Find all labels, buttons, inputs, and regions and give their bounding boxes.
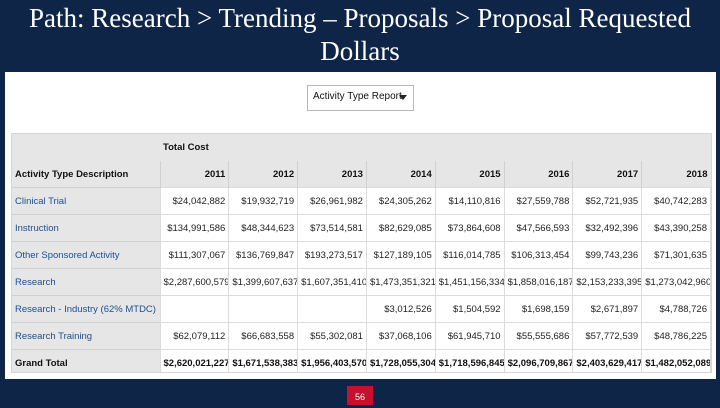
value-cell: $106,313,454: [503, 241, 574, 269]
row-label[interactable]: Other Sponsored Activity: [12, 241, 160, 269]
report-table: Total Cost Activity Type Description 201…: [11, 133, 712, 373]
value-cell: $24,042,882: [159, 187, 230, 215]
table-row: Other Sponsored Activity $111,307,067 $1…: [12, 241, 711, 269]
value-cell: $40,742,283: [641, 187, 711, 215]
value-cell: [228, 295, 299, 323]
value-cell: $24,305,262: [365, 187, 436, 215]
year-header: 2011: [159, 161, 229, 188]
value-cell: $1,698,159: [503, 295, 574, 323]
total-cell: $1,482,052,089: [641, 349, 711, 372]
value-cell: $1,504,592: [434, 295, 505, 323]
value-cell: $61,945,710: [434, 322, 505, 350]
value-cell: $66,683,558: [228, 322, 299, 350]
value-cell: $1,473,351,321: [365, 268, 436, 296]
year-header: 2018: [641, 161, 711, 188]
total-cell: $2,096,709,867: [503, 349, 574, 372]
value-cell: $55,302,081: [297, 322, 367, 350]
value-cell: $134,991,586: [159, 214, 230, 242]
value-cell: $1,273,042,960: [641, 268, 711, 296]
table-row: Instruction $134,991,586 $48,344,623 $73…: [12, 214, 711, 242]
slide-title: Path: Research > Trending – Proposals > …: [29, 3, 691, 66]
value-cell: [159, 295, 230, 323]
grand-total-row: Grand Total $2,620,021,227 $1,671,538,38…: [12, 349, 711, 372]
value-cell: $27,559,788: [503, 187, 574, 215]
value-cell: $2,671,897: [572, 295, 643, 323]
value-cell: $99,743,236: [572, 241, 643, 269]
table-row: Clinical Trial $24,042,882 $19,932,719 $…: [12, 187, 711, 215]
value-cell: $193,273,517: [297, 241, 367, 269]
measure-header: Total Cost: [160, 134, 711, 161]
value-cell: $47,566,593: [503, 214, 574, 242]
total-cell: $1,671,538,383: [228, 349, 299, 372]
value-cell: $19,932,719: [228, 187, 299, 215]
value-cell: $62,079,112: [159, 322, 230, 350]
value-cell: $1,858,016,187: [503, 268, 574, 296]
year-header: 2016: [503, 161, 573, 188]
value-cell: $1,399,607,637: [228, 268, 299, 296]
grand-total-label: Grand Total: [12, 349, 160, 372]
value-cell: $43,390,258: [641, 214, 711, 242]
value-cell: $1,607,351,410: [297, 268, 367, 296]
value-cell: $73,864,608: [434, 214, 505, 242]
row-header: Activity Type Description: [12, 161, 160, 188]
total-cell: $1,956,403,570: [297, 349, 367, 372]
row-label[interactable]: Research - Industry (62% MTDC): [12, 295, 160, 323]
report-panel: Activity Type Report Total Cost Activity…: [5, 72, 716, 379]
value-cell: $111,307,067: [159, 241, 230, 269]
row-label[interactable]: Research: [12, 268, 160, 296]
page-number-badge: 56: [347, 386, 373, 405]
year-header: 2017: [572, 161, 642, 188]
year-header: 2015: [434, 161, 505, 188]
value-cell: $48,786,225: [641, 322, 711, 350]
report-select-label: Activity Type Report: [313, 91, 402, 102]
table-row: Research Training $62,079,112 $66,683,55…: [12, 322, 711, 350]
value-cell: $14,110,816: [434, 187, 505, 215]
year-header: 2014: [365, 161, 436, 188]
activity-type-report-select[interactable]: Activity Type Report: [307, 85, 414, 111]
value-cell: $37,068,106: [365, 322, 436, 350]
value-cell: $73,514,581: [297, 214, 367, 242]
year-header: 2013: [297, 161, 367, 188]
value-cell: $3,012,526: [365, 295, 436, 323]
table-row: Research $2,287,600,579 $1,399,607,637 $…: [12, 268, 711, 296]
value-cell: $52,721,935: [572, 187, 643, 215]
table-row: Research - Industry (62% MTDC) $3,012,52…: [12, 295, 711, 323]
value-cell: $55,555,686: [503, 322, 574, 350]
value-cell: $1,451,156,334: [434, 268, 505, 296]
year-header: 2012: [228, 161, 298, 188]
value-cell: $82,629,085: [365, 214, 436, 242]
corner-cell: [12, 134, 160, 161]
total-cell: $1,728,055,304: [365, 349, 436, 372]
value-cell: $116,014,785: [434, 241, 505, 269]
value-cell: $127,189,105: [365, 241, 436, 269]
row-label[interactable]: Research Training: [12, 322, 160, 350]
value-cell: $71,301,635: [641, 241, 711, 269]
value-cell: $2,153,233,395: [572, 268, 643, 296]
total-cell: $1,718,596,845: [434, 349, 505, 372]
chevron-down-icon: [399, 95, 407, 100]
value-cell: $136,769,847: [228, 241, 299, 269]
value-cell: $26,961,982: [297, 187, 367, 215]
row-label[interactable]: Instruction: [12, 214, 160, 242]
value-cell: $57,772,539: [572, 322, 643, 350]
value-cell: $4,788,726: [641, 295, 711, 323]
value-cell: [297, 295, 367, 323]
row-label[interactable]: Clinical Trial: [12, 187, 160, 215]
value-cell: $48,344,623: [228, 214, 299, 242]
value-cell: $2,287,600,579: [159, 268, 230, 296]
total-cell: $2,403,629,417: [572, 349, 643, 372]
total-cell: $2,620,021,227: [159, 349, 230, 372]
value-cell: $32,492,396: [572, 214, 643, 242]
